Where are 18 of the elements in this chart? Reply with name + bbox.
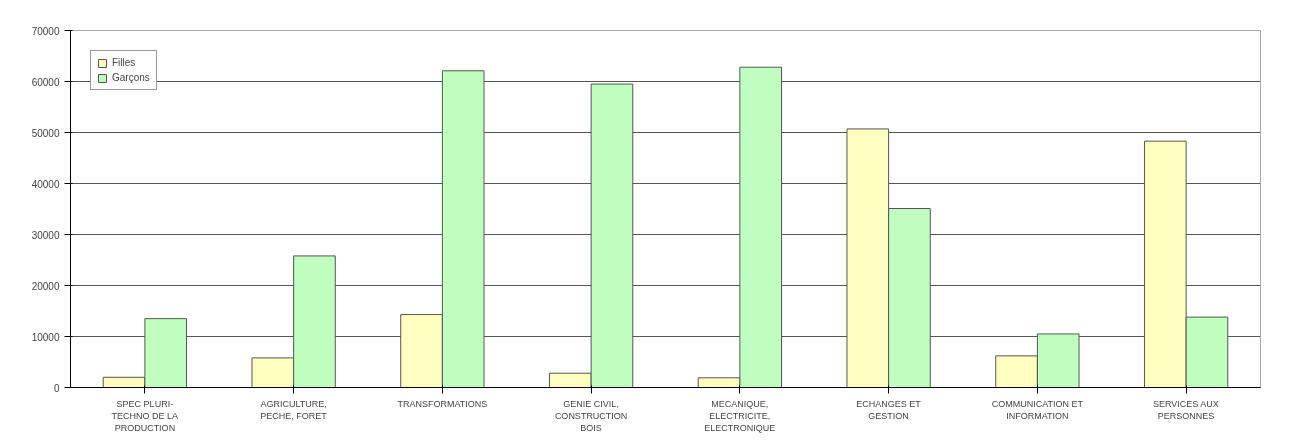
y-tick-label: 10000 xyxy=(31,331,60,343)
y-tick-label: 70000 xyxy=(31,25,60,37)
x-tick-label: MECANIQUE, ELECTRICITE, ELECTRONIQUE xyxy=(704,398,776,433)
legend-label: Filles xyxy=(112,57,136,68)
y-tick-label: 50000 xyxy=(31,127,60,139)
y-tick-label: 40000 xyxy=(31,178,60,190)
y-tick-label: 0 xyxy=(53,382,60,394)
y-tick-label: 20000 xyxy=(31,280,60,292)
x-tick-label: SPEC PLURI-TECHNO DE LA PRODUCTION xyxy=(111,398,179,433)
x-tick-label: TRANSFORMATIONS xyxy=(397,398,488,409)
y-tick-label: 60000 xyxy=(31,76,60,88)
y-tick-label: 30000 xyxy=(31,229,60,241)
x-tick-label: SERVICES AUX PERSONNES xyxy=(1152,398,1219,421)
x-tick-label: ECHANGES ET GESTION xyxy=(856,398,922,421)
x-tick-label: AGRICULTURE, PECHE, FORET xyxy=(260,398,328,421)
x-tick-label: COMMUNICATION ET INFORMATION xyxy=(991,398,1084,421)
legend-label: Garçons xyxy=(112,72,150,83)
x-tick-label: GENIE CIVIL, CONSTRUCTION BOIS xyxy=(554,398,628,433)
